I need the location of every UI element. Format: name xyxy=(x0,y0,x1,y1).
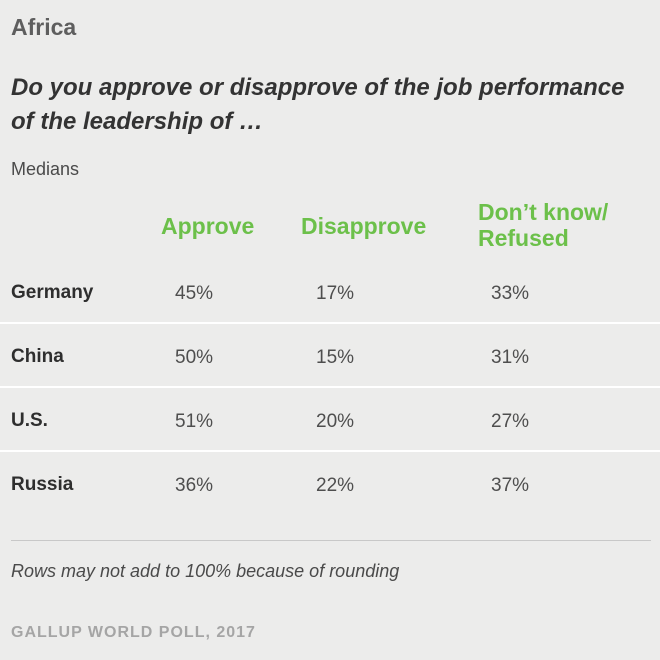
table-row: Russia 36% 22% 37% xyxy=(0,452,660,516)
source-label: GALLUP WORLD POLL, 2017 xyxy=(11,624,256,641)
approve-value: 45% xyxy=(175,283,214,304)
approve-value: 36% xyxy=(175,475,214,496)
column-header-dont-know: Don’t know/ Refused xyxy=(478,199,609,251)
approve-value: 51% xyxy=(175,411,214,432)
country-label: Germany xyxy=(11,282,94,303)
disapprove-value: 17% xyxy=(316,283,355,304)
approve-value: 50% xyxy=(175,347,214,368)
region-title: Africa xyxy=(11,14,77,40)
dont-know-value: 37% xyxy=(491,475,530,496)
question-title: Do you approve or disapprove of the job … xyxy=(11,74,625,135)
dont-know-value: 33% xyxy=(491,283,530,304)
table-row: Germany 45% 17% 33% xyxy=(0,260,660,324)
dont-know-value: 27% xyxy=(491,411,530,432)
table-row: U.S. 51% 20% 27% xyxy=(0,388,660,452)
footnote: Rows may not add to 100% because of roun… xyxy=(11,561,400,581)
subtitle: Medians xyxy=(11,159,80,179)
dont-know-value: 31% xyxy=(491,347,530,368)
disapprove-value: 20% xyxy=(316,411,355,432)
bottom-rule xyxy=(11,540,651,541)
row-divider xyxy=(0,322,660,324)
column-header-approve: Approve xyxy=(161,213,255,239)
country-label: Russia xyxy=(11,474,74,495)
column-header-disapprove: Disapprove xyxy=(301,213,427,239)
country-label: China xyxy=(11,346,64,367)
disapprove-value: 15% xyxy=(316,347,355,368)
row-divider xyxy=(0,450,660,452)
disapprove-value: 22% xyxy=(316,475,355,496)
table-row: China 50% 15% 31% xyxy=(0,324,660,388)
row-divider xyxy=(0,386,660,388)
country-label: U.S. xyxy=(11,410,48,431)
